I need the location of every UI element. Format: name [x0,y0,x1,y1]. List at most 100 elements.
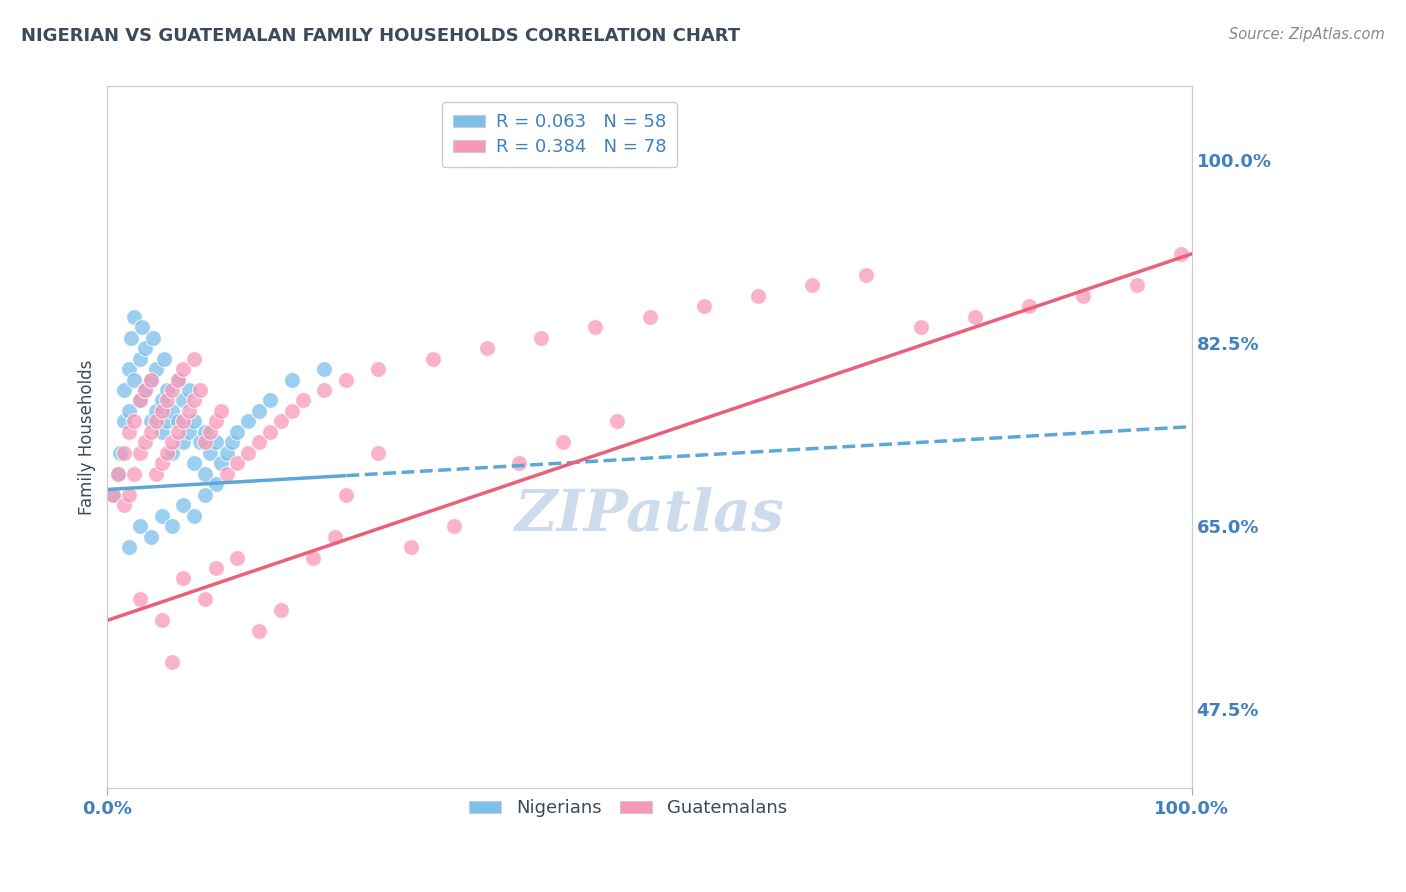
Point [142,331,165,345]
Point [194,435,217,450]
Point [112,446,135,460]
Point [129,519,152,533]
Point [134,341,156,355]
Legend: Nigerians, Guatemalans: Nigerians, Guatemalans [461,792,794,824]
Point [314,383,336,397]
Point [172,571,194,585]
Point [129,446,152,460]
Point [638,310,661,324]
Point [367,446,389,460]
Point [280,404,302,418]
Point [215,467,238,481]
Point [145,362,167,376]
Text: Source: ZipAtlas.com: Source: ZipAtlas.com [1229,27,1385,42]
Point [156,393,179,408]
Point [112,383,135,397]
Point [110,446,132,460]
Point [156,446,179,460]
Point [335,372,357,386]
Point [270,603,292,617]
Point [150,508,173,523]
Point [166,372,188,386]
Point [183,351,205,366]
Text: ZIPatlas: ZIPatlas [515,487,785,544]
Point [1018,299,1040,313]
Point [139,372,162,386]
Point [963,310,986,324]
Point [221,435,243,450]
Y-axis label: Family Households: Family Households [79,359,96,515]
Point [139,414,162,428]
Point [139,372,162,386]
Point [150,404,173,418]
Point [124,372,146,386]
Point [118,425,141,439]
Point [166,425,188,439]
Point [1126,278,1149,293]
Point [139,530,162,544]
Point [112,498,135,512]
Point [150,393,173,408]
Point [177,383,200,397]
Point [139,425,162,439]
Point [183,508,205,523]
Point [129,592,152,607]
Point [118,488,141,502]
Point [162,404,184,418]
Point [134,435,156,450]
Point [166,372,188,386]
Point [131,320,153,334]
Point [323,530,346,544]
Point [747,289,769,303]
Point [508,456,530,470]
Point [172,362,194,376]
Point [120,331,142,345]
Point [129,393,152,408]
Point [172,414,194,428]
Point [200,425,222,439]
Point [183,393,205,408]
Point [335,488,357,502]
Point [200,446,222,460]
Point [112,414,135,428]
Point [302,550,325,565]
Point [145,467,167,481]
Point [1170,247,1192,261]
Point [101,488,124,502]
Point [583,320,606,334]
Point [177,425,200,439]
Point [124,310,146,324]
Point [145,414,167,428]
Point [183,456,205,470]
Point [150,613,173,627]
Point [204,561,226,575]
Point [693,299,716,313]
Point [801,278,824,293]
Point [270,414,292,428]
Point [118,362,141,376]
Point [124,414,146,428]
Point [183,414,205,428]
Point [118,404,141,418]
Point [247,435,270,450]
Point [530,331,553,345]
Point [855,268,877,282]
Point [177,404,200,418]
Point [152,351,174,366]
Text: NIGERIAN VS GUATEMALAN FAMILY HOUSEHOLDS CORRELATION CHART: NIGERIAN VS GUATEMALAN FAMILY HOUSEHOLDS… [21,27,740,45]
Point [156,383,179,397]
Point [1071,289,1094,303]
Point [162,435,184,450]
Point [162,655,184,669]
Point [172,498,194,512]
Point [204,435,226,450]
Point [247,404,270,418]
Point [226,550,249,565]
Point [259,425,281,439]
Point [129,351,152,366]
Point [162,446,184,460]
Point [194,425,217,439]
Point [145,404,167,418]
Point [134,383,156,397]
Point [194,467,217,481]
